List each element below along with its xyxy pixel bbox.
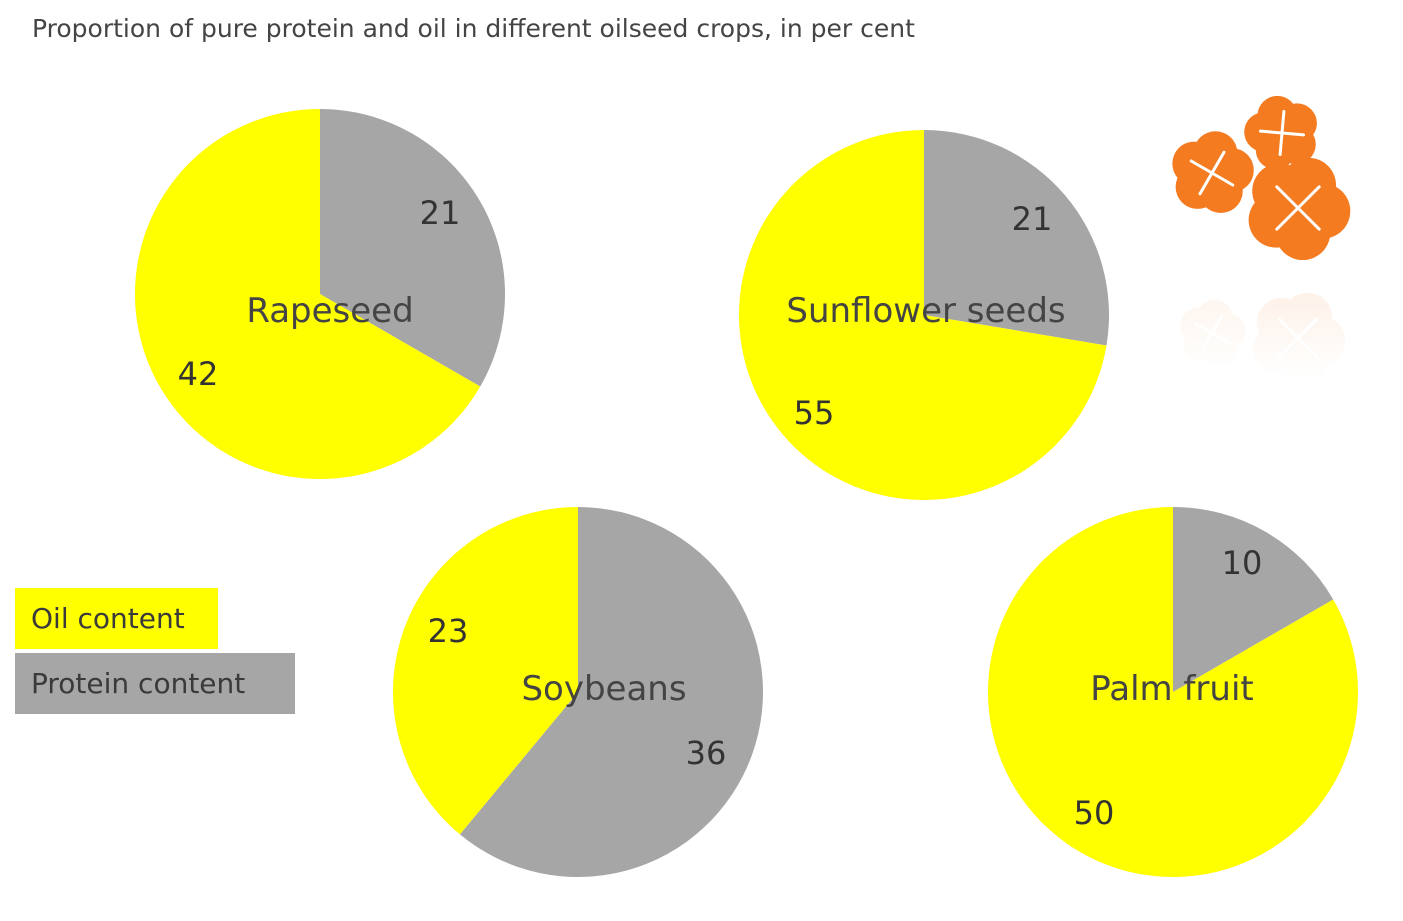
pie-sunflower-seeds: 21 55 Sunflower seeds [739,130,1109,500]
data-label: 55 [794,394,835,432]
pie-slice-oil-content [134,109,481,479]
legend-protein-content: Protein content [15,653,295,714]
data-label: 50 [1074,794,1115,832]
data-label: 21 [1012,200,1053,238]
chart-title: Proportion of pure protein and oil in di… [32,14,915,43]
legend-protein-label: Protein content [31,667,246,700]
pie-title: Soybeans [521,669,686,709]
pie-title: Palm fruit [1090,669,1253,709]
data-label: 23 [428,612,469,650]
pie-title: Rapeseed [246,291,413,331]
pie-slice-protein-content [924,130,1109,346]
flower-shape [1172,131,1254,213]
pie-slice-protein-content [1173,507,1334,692]
legend-oil-label: Oil content [31,602,185,635]
pie-slice-protein-content [320,109,505,387]
flower-shape [1248,157,1351,261]
orange-flowers-icon [1170,95,1370,378]
data-label: 42 [178,355,219,393]
pie-rapeseed: 21 42 Rapeseed [134,109,505,479]
data-label: 10 [1222,544,1263,582]
pie-slice-oil-content [988,507,1359,877]
flower-shape [1244,95,1317,170]
pie-slice-protein-content [459,507,763,877]
data-label: 36 [686,734,727,772]
pie-slice-oil-content [392,507,578,835]
pie-palm-fruit: 10 50 Palm fruit [988,507,1359,877]
legend-oil-content: Oil content [15,588,218,649]
pie-soybeans: 36 23 Soybeans [392,507,763,877]
data-label: 21 [420,194,461,232]
reflection-fade [1170,273,1370,378]
pie-slice-oil-content [739,130,1107,500]
pie-title: Sunflower seeds [786,291,1065,331]
